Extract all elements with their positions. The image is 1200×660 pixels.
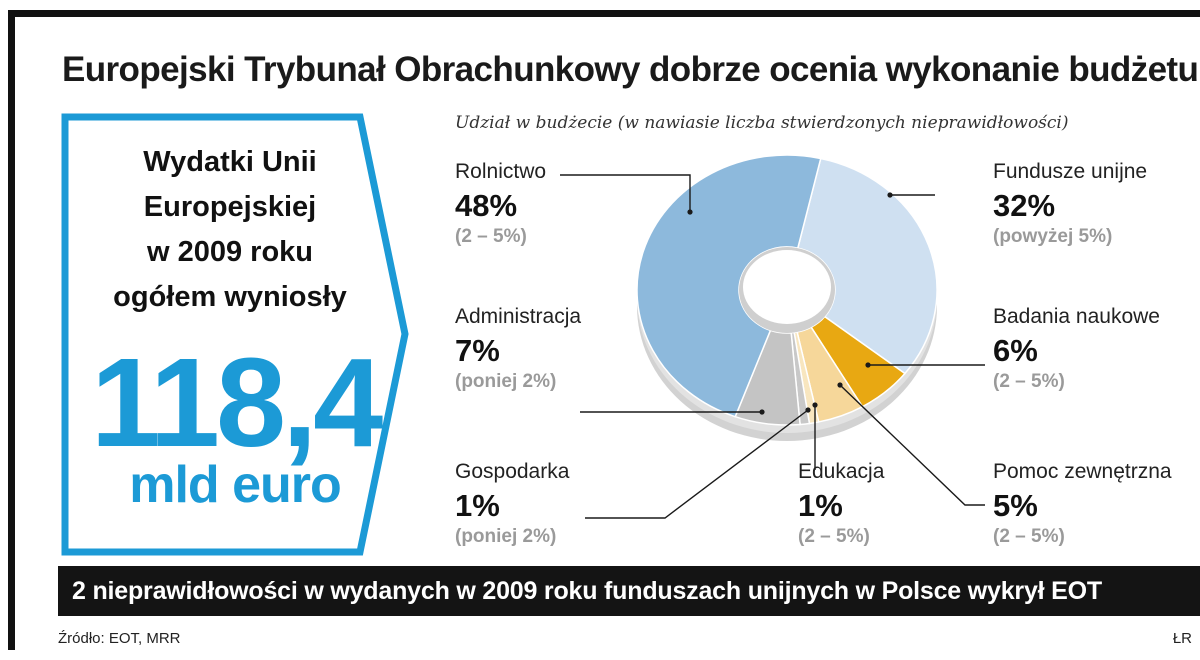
- donut-hole: [743, 250, 831, 324]
- label-badania-range: (2 – 5%): [993, 371, 1065, 392]
- label-fundusze: Fundusze unijne 32% (powyżej 5%): [993, 160, 1147, 248]
- leader-dot-fundusze: [887, 192, 893, 198]
- leader-dot-rolnictwo: [687, 209, 693, 215]
- callout-text: Wydatki Unii Europejskiej w 2009 roku og…: [80, 140, 380, 320]
- label-pomoc-range: (2 – 5%): [993, 526, 1065, 547]
- leader-dot-badania: [865, 362, 871, 368]
- callout-box: [61, 113, 409, 556]
- label-pomoc: Pomoc zewnętrzna 5% (2 – 5%): [993, 460, 1172, 548]
- source-note: Źródło: EOT, MRR: [58, 630, 181, 647]
- callout-line-1: Wydatki Unii: [143, 146, 317, 178]
- label-edukacja-pct: 1%: [798, 488, 843, 523]
- leader-dot-administracja: [759, 409, 765, 415]
- leader-dot-pomoc: [837, 382, 843, 388]
- label-rolnictwo-pct: 48%: [455, 188, 518, 223]
- callout-line-3: w 2009 roku: [146, 236, 314, 268]
- label-rolnictwo-name: Rolnictwo: [455, 160, 547, 183]
- label-pomoc-name: Pomoc zewnętrzna: [993, 460, 1172, 483]
- label-administracja-pct: 7%: [455, 333, 500, 368]
- leader-line-gospodarka: [585, 409, 809, 519]
- label-gospodarka-pct: 1%: [455, 488, 500, 523]
- label-edukacja: Edukacja 1% (2 – 5%): [798, 460, 884, 548]
- label-administracja: Administracja 7% (poniej 2%): [455, 305, 581, 393]
- label-gospodarka: Gospodarka 1% (poniej 2%): [455, 460, 569, 548]
- label-administracja-range: (poniej 2%): [455, 371, 557, 392]
- author-initials: ŁR: [1172, 630, 1192, 647]
- label-badania: Badania naukowe 6% (2 – 5%): [993, 305, 1160, 393]
- label-rolnictwo-range: (2 – 5%): [455, 226, 527, 247]
- label-fundusze-pct: 32%: [993, 188, 1056, 223]
- total-unit: mld euro: [129, 456, 342, 514]
- leader-line-rolnictwo: [560, 174, 691, 212]
- leader-dot-edukacja: [812, 402, 818, 408]
- callout-line-2: Europejskiej: [143, 191, 317, 223]
- label-administracja-name: Administracja: [455, 305, 582, 328]
- chart-subtitle: Udział w budżecie (w nawiasie liczba stw…: [455, 113, 1069, 133]
- label-gospodarka-range: (poniej 2%): [455, 526, 557, 547]
- label-fundusze-name: Fundusze unijne: [993, 160, 1148, 183]
- label-badania-name: Badania naukowe: [993, 305, 1160, 328]
- label-badania-pct: 6%: [993, 333, 1038, 368]
- frame-left-border: [8, 10, 15, 650]
- total-amount: 118,4: [90, 332, 383, 473]
- bottom-banner: 2 nieprawidłowości w wydanych w 2009 rok…: [58, 566, 1200, 616]
- label-edukacja-range: (2 – 5%): [798, 526, 870, 547]
- label-gospodarka-name: Gospodarka: [455, 460, 570, 483]
- frame-top-border: [8, 10, 1200, 17]
- label-rolnictwo: Rolnictwo 48% (2 – 5%): [455, 160, 546, 248]
- label-fundusze-range: (powyżej 5%): [993, 226, 1113, 247]
- leader-dot-gospodarka: [805, 407, 811, 413]
- infographic-title: Europejski Trybunał Obrachunkowy dobrze …: [62, 50, 1200, 89]
- callout-line-4: ogółem wyniosły: [113, 281, 347, 313]
- leader-line-pomoc: [839, 384, 985, 506]
- label-pomoc-pct: 5%: [993, 488, 1038, 523]
- label-edukacja-name: Edukacja: [798, 460, 885, 483]
